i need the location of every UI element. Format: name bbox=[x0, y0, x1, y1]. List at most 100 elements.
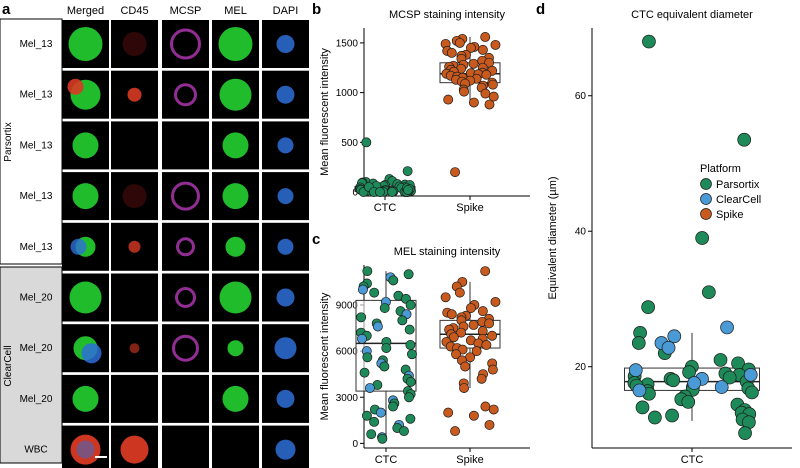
chart-title: MCSP staining intensity bbox=[389, 9, 505, 21]
cell-mel bbox=[222, 183, 249, 210]
data-point bbox=[446, 309, 457, 320]
y-tick-label: 3000 bbox=[336, 393, 359, 404]
cell-mel bbox=[218, 27, 253, 61]
cell-cd45-faint bbox=[122, 184, 147, 209]
y-axis-label: Mean fluorescent intensity bbox=[319, 48, 331, 176]
panel-label-d: d bbox=[536, 1, 545, 18]
group-box-parsortix bbox=[0, 18, 63, 265]
data-point bbox=[402, 166, 413, 177]
data-point bbox=[484, 419, 495, 430]
data-point bbox=[661, 340, 676, 355]
row-label: Mel_13 bbox=[20, 90, 53, 101]
data-point bbox=[714, 380, 729, 394]
cell-mel bbox=[219, 281, 252, 314]
data-point bbox=[632, 383, 647, 398]
cell-dapi bbox=[275, 439, 296, 460]
group-label-parsortix: Parsortix bbox=[3, 122, 14, 161]
legend-label: Parsortix bbox=[716, 179, 760, 191]
column-header-mel: MEL bbox=[224, 5, 247, 17]
data-point bbox=[468, 58, 479, 69]
data-point bbox=[648, 410, 662, 425]
x-tick-label: CTC bbox=[681, 454, 704, 466]
data-point bbox=[468, 410, 479, 421]
legend-marker bbox=[700, 178, 712, 190]
y-tick-label: 500 bbox=[341, 138, 358, 149]
data-point bbox=[454, 287, 465, 298]
data-point bbox=[362, 266, 373, 277]
row-label: Mel_13 bbox=[20, 140, 53, 151]
data-point bbox=[361, 137, 372, 148]
group-label-clearcell: ClearCell bbox=[3, 345, 14, 386]
data-point bbox=[366, 429, 377, 440]
data-point bbox=[465, 42, 476, 53]
cell-merged bbox=[72, 183, 99, 210]
data-point bbox=[476, 373, 487, 384]
data-point bbox=[375, 407, 386, 418]
data-point bbox=[388, 401, 398, 412]
data-point bbox=[722, 370, 737, 385]
data-point bbox=[405, 413, 416, 424]
chart-d: CTC equivalent diameter Equivalent diamet… bbox=[547, 9, 792, 466]
data-point bbox=[737, 132, 752, 147]
image-tile bbox=[162, 222, 209, 271]
data-point bbox=[377, 433, 388, 444]
cell-mel bbox=[222, 132, 249, 159]
data-point bbox=[454, 37, 465, 48]
image-tile bbox=[162, 121, 209, 170]
image-tile bbox=[162, 374, 209, 423]
data-point bbox=[641, 300, 655, 314]
cell-mel bbox=[222, 385, 249, 412]
cell-mcsp bbox=[172, 334, 199, 362]
column-header-dapi: DAPI bbox=[273, 5, 299, 17]
column-header-mcsp: MCSP bbox=[170, 5, 202, 17]
data-point bbox=[379, 303, 390, 314]
x-tick-label: Spike bbox=[456, 202, 484, 214]
cell-merged bbox=[72, 385, 99, 412]
cell-mcsp bbox=[174, 83, 197, 107]
chart-c: MEL staining intensity Mean fluorescent i… bbox=[319, 246, 530, 466]
data-point bbox=[480, 88, 491, 99]
image-tile bbox=[162, 273, 209, 322]
data-point bbox=[364, 383, 375, 393]
cell-mcsp bbox=[176, 237, 195, 257]
data-point bbox=[681, 395, 696, 409]
y-tick-label: 0 bbox=[352, 188, 358, 199]
cell-dapi bbox=[277, 137, 294, 154]
column-header-merged: Merged bbox=[67, 5, 104, 17]
y-tick-label: 20 bbox=[575, 362, 587, 373]
data-point bbox=[456, 327, 467, 338]
cell-merged bbox=[69, 281, 102, 314]
data-point bbox=[743, 367, 758, 382]
data-point bbox=[695, 231, 710, 245]
cell-mel bbox=[219, 78, 252, 111]
data-point bbox=[745, 385, 759, 400]
cell-dapi bbox=[277, 238, 294, 255]
y-tick-label: 9000 bbox=[336, 300, 359, 311]
y-tick-label: 40 bbox=[575, 227, 587, 238]
data-point bbox=[443, 94, 454, 105]
cell-merged-blue bbox=[81, 343, 102, 364]
data-point bbox=[405, 376, 416, 387]
data-point bbox=[362, 352, 373, 363]
chart-title: MEL staining intensity bbox=[394, 246, 501, 258]
panel-label-c: c bbox=[312, 231, 320, 248]
data-point bbox=[379, 361, 390, 372]
data-point bbox=[702, 285, 716, 300]
cell-mcsp bbox=[170, 28, 201, 60]
data-point bbox=[388, 275, 399, 286]
data-point bbox=[471, 346, 482, 357]
data-point bbox=[451, 349, 462, 360]
data-point bbox=[488, 404, 499, 415]
row-label: Mel_20 bbox=[20, 343, 53, 354]
data-point bbox=[361, 410, 372, 421]
data-point bbox=[480, 401, 491, 412]
row-label: Mel_20 bbox=[20, 394, 53, 405]
data-point bbox=[374, 187, 385, 197]
cell-mcsp bbox=[175, 287, 196, 308]
row-label: Mel_20 bbox=[20, 293, 53, 304]
data-point bbox=[481, 340, 492, 350]
data-point bbox=[459, 86, 469, 97]
data-point bbox=[448, 332, 459, 343]
legend-label: ClearCell bbox=[716, 194, 761, 206]
cell-cd45-faint bbox=[122, 32, 147, 56]
